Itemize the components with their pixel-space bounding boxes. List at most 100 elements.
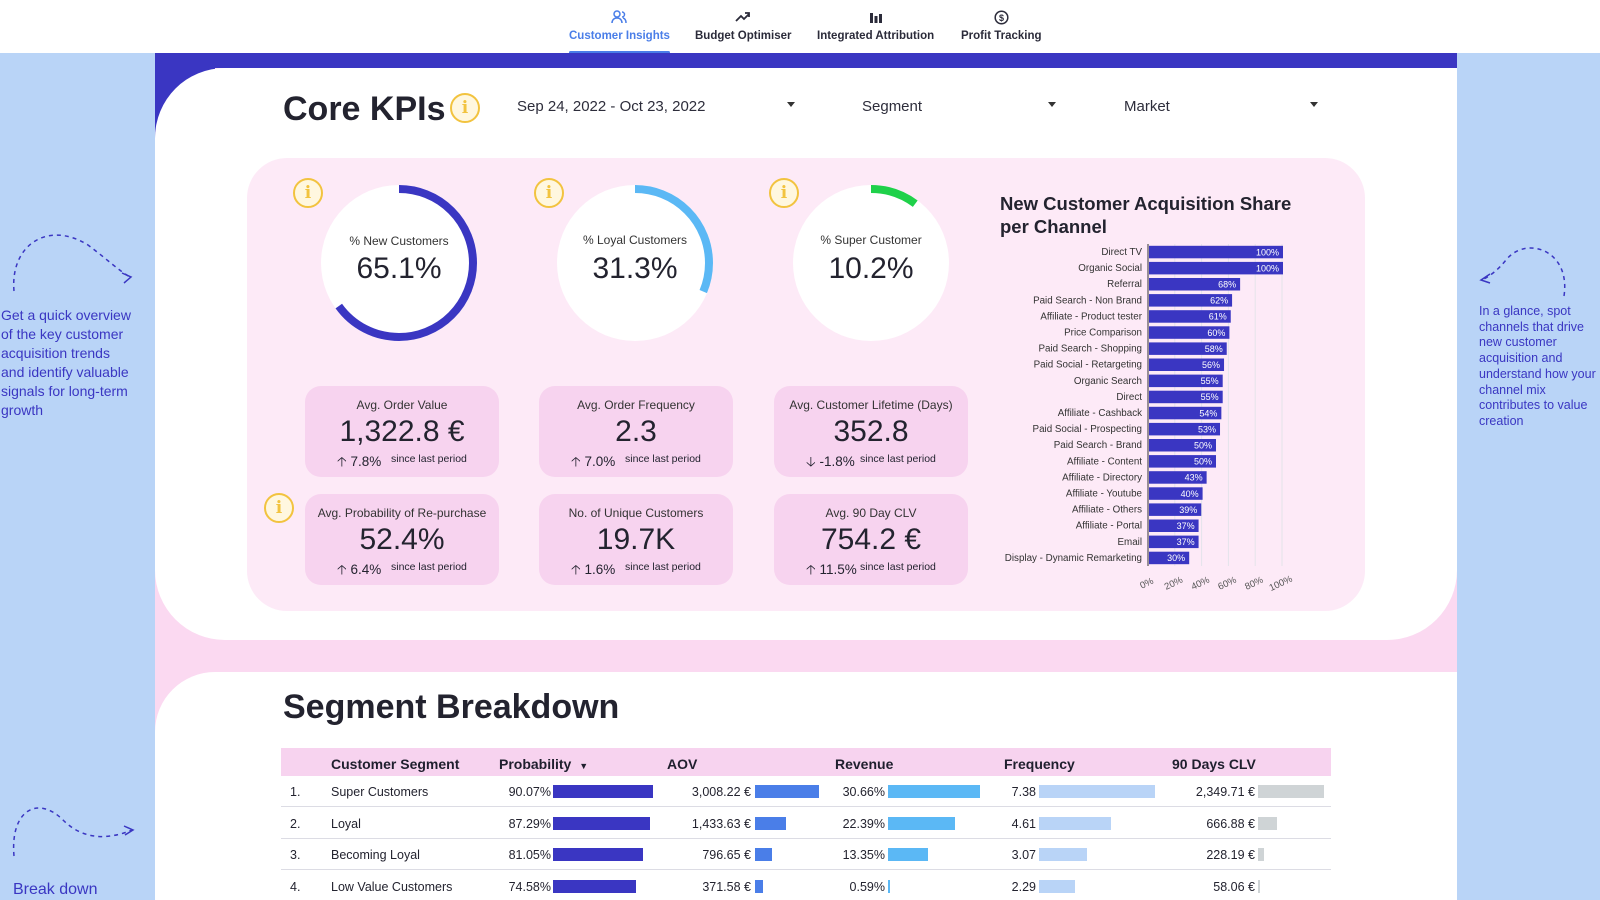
freq-bar: [1039, 879, 1075, 893]
kpi-card-avg-customer-lifetime: Avg. Customer Lifetime (Days) 352.8 🡣 -1…: [774, 386, 968, 477]
table-row[interactable]: 3. Becoming Loyal 81.05% 796.65 € 13.35% 3.07…: [281, 839, 1331, 870]
category-label: Paid Social - Prospecting: [1033, 424, 1142, 435]
trend-up-icon: [735, 8, 751, 26]
info-icon[interactable]: i: [769, 178, 799, 208]
chevron-down-icon: [1310, 102, 1318, 107]
aov-value: 3,008.22 €: [691, 785, 751, 799]
prob-value: 90.07%: [508, 785, 551, 799]
top-navigation: Customer Insights Budget Optimiser Integ…: [0, 0, 1600, 54]
chevron-down-icon: [1048, 102, 1056, 107]
kpi-change: 🡡 1.6%: [571, 560, 615, 583]
category-label: Affiliate - Portal: [1076, 521, 1142, 532]
kpi-change: 🡣 -1.8%: [806, 452, 855, 475]
table-row[interactable]: 1. Super Customers 90.07% 3,008.22 € 30.66% 7…: [281, 776, 1331, 807]
bar: [1149, 374, 1223, 388]
category-label: Affiliate - Youtube: [1066, 489, 1143, 500]
loyal-customers-value: 31.3%: [592, 252, 678, 285]
market-filter[interactable]: Market: [1124, 98, 1324, 115]
category-label: Affiliate - Product tester: [1040, 311, 1142, 322]
kpi-change-value: -1.8%: [819, 454, 855, 469]
category-label: Price Comparison: [1064, 328, 1142, 339]
kpi-change: 🡡 11.5%: [806, 560, 857, 583]
category-label: Direct TV: [1101, 247, 1142, 258]
arrow-up-icon: 🡡: [571, 562, 581, 577]
bar: [1149, 519, 1199, 532]
info-icon[interactable]: i: [450, 93, 480, 123]
prob-value: 74.58%: [508, 879, 551, 894]
freq-value: 3.07: [1011, 848, 1036, 862]
kpi-since: since last period: [860, 453, 936, 465]
tab-budget-optimiser[interactable]: Budget Optimiser: [695, 8, 791, 42]
arrow-up-icon: 🡡: [571, 454, 581, 469]
prob-bar: [553, 816, 650, 830]
aov-bar: [755, 785, 819, 798]
bar: [1149, 278, 1241, 291]
tab-customer-insights[interactable]: Customer Insights: [569, 8, 670, 54]
kpi-change: 🡡 7.8%: [337, 452, 381, 475]
right-annotation: In a glance, spot channels that drive ne…: [1479, 304, 1596, 428]
table-row[interactable]: 2. Loyal 87.29% 1,433.63 € 22.39% 4.61 666.88 …: [281, 808, 1331, 839]
bar: [1149, 551, 1190, 565]
prob-value: 87.29%: [508, 816, 551, 831]
bar-value-label: 60%: [1207, 328, 1225, 338]
info-icon[interactable]: i: [534, 178, 564, 208]
category-label: Affiliate - Others: [1072, 505, 1142, 516]
freq-value: 7.38: [1011, 785, 1036, 799]
kpi-value: 52.4%: [359, 523, 445, 556]
bar-value-label: 56%: [1202, 360, 1220, 370]
chevron-down-icon: [787, 102, 795, 107]
bar: [1149, 455, 1216, 468]
kpi-change-value: 1.6%: [584, 562, 616, 577]
bar-value-label: 50%: [1194, 457, 1212, 467]
x-tick-label: 100%: [1268, 573, 1295, 593]
new-customers-value: 65.1%: [356, 252, 442, 285]
bar: [1149, 406, 1222, 420]
row-index: 2.: [290, 816, 301, 831]
right-curve-arrow-icon: [1479, 247, 1566, 297]
column-header-probability[interactable]: Probability ▼: [499, 756, 588, 772]
info-icon[interactable]: i: [264, 493, 294, 523]
clv-value: 2,349.71 €: [1195, 785, 1255, 799]
column-header-frequency[interactable]: Frequency: [1004, 756, 1075, 772]
date-range-filter[interactable]: Sep 24, 2022 - Oct 23, 2022: [517, 98, 797, 115]
bar-value-label: 62%: [1210, 296, 1228, 306]
aov-bar: [755, 816, 786, 830]
table-row[interactable]: 4. Low Value Customers 74.58% 371.58 € 0.59%…: [281, 871, 1331, 900]
column-header-aov[interactable]: AOV: [667, 756, 698, 772]
clv-value: 228.19 €: [1206, 848, 1255, 862]
column-header-revenue[interactable]: Revenue: [835, 756, 894, 772]
tab-profit-tracking[interactable]: $ Profit Tracking: [961, 8, 1042, 42]
kpi-since: since last period: [625, 453, 701, 465]
segment-filter[interactable]: Segment: [862, 98, 1062, 115]
x-tick-label: 60%: [1216, 574, 1238, 592]
chart-title: New Customer Acquisition Share per Chann…: [1000, 193, 1292, 237]
column-header-segment[interactable]: Customer Segment: [331, 756, 460, 772]
tab-integrated-attribution[interactable]: Integrated Attribution: [817, 8, 934, 42]
row-index: 4.: [290, 879, 301, 894]
segment-name: Super Customers: [331, 785, 429, 799]
x-tick-label: 0%: [1138, 576, 1156, 592]
kpi-label: Avg. Probability of Re-purchase: [317, 506, 487, 520]
bar: [1149, 294, 1233, 307]
clv-bar: [1258, 848, 1265, 861]
donut-arc: [321, 185, 477, 341]
segment-name: Becoming Loyal: [331, 848, 420, 862]
kpi-card-avg-order-value: Avg. Order Value 1,322.8 € 🡡 7.8% since …: [305, 386, 499, 477]
category-label: Paid Search - Brand: [1054, 440, 1142, 451]
bar: [1149, 342, 1227, 355]
bar: [1149, 471, 1207, 484]
info-icon[interactable]: i: [293, 178, 323, 208]
kpi-value: 352.8: [833, 415, 909, 448]
arrow-up-icon: 🡡: [806, 562, 816, 577]
clv-value: 666.88 €: [1206, 816, 1255, 831]
column-header-clv[interactable]: 90 Days CLV: [1172, 756, 1256, 772]
kpi-label: Avg. Customer Lifetime (Days): [789, 398, 953, 412]
clv-bar: [1258, 879, 1260, 893]
rev-value: 13.35%: [842, 848, 885, 862]
date-range-value: Sep 24, 2022 - Oct 23, 2022: [517, 98, 706, 115]
kpi-value: 2.3: [615, 415, 657, 448]
market-filter-value: Market: [1124, 98, 1170, 115]
users-icon: [611, 8, 628, 26]
x-tick-label: 40%: [1190, 574, 1212, 592]
aov-value: 371.58 €: [702, 879, 751, 894]
